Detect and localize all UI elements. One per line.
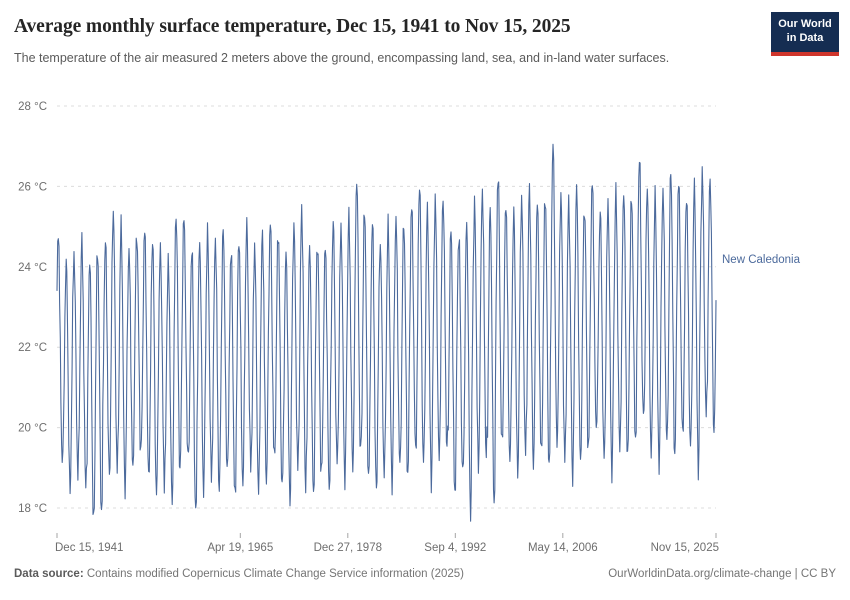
owid-logo-text: Our World in Data bbox=[778, 18, 832, 46]
x-axis-tick-label: Dec 15, 1941 bbox=[55, 542, 123, 554]
owid-logo-line1: Our World bbox=[778, 18, 832, 31]
data-source-label: Data source: bbox=[14, 568, 84, 580]
x-axis-tick-label: May 14, 2006 bbox=[528, 542, 598, 554]
chart-subtitle: The temperature of the air measured 2 me… bbox=[14, 51, 670, 65]
y-axis-tick-label: 20 °C bbox=[18, 423, 47, 435]
series-label-new-caledonia: New Caledonia bbox=[722, 254, 800, 266]
x-axis-tick-label: Dec 27, 1978 bbox=[314, 542, 382, 554]
y-axis-tick-label: 26 °C bbox=[18, 181, 47, 193]
temperature-line-series bbox=[56, 143, 717, 522]
page-title: Average monthly surface temperature, Dec… bbox=[14, 16, 571, 37]
y-axis-tick-label: 18 °C bbox=[18, 503, 47, 515]
x-axis-tick-label: Apr 19, 1965 bbox=[207, 542, 273, 554]
y-axis-tick-label: 22 °C bbox=[18, 342, 47, 354]
owid-logo[interactable]: Our World in Data bbox=[771, 12, 839, 56]
x-axis-tick-label: Nov 15, 2025 bbox=[651, 542, 719, 554]
owid-url-license[interactable]: OurWorldinData.org/climate-change | CC B… bbox=[608, 568, 836, 580]
chart-footer: Data source: Contains modified Copernicu… bbox=[14, 568, 836, 580]
x-axis-tick-label: Sep 4, 1992 bbox=[424, 542, 486, 554]
data-source-text: Contains modified Copernicus Climate Cha… bbox=[83, 568, 464, 580]
data-source-note: Data source: Contains modified Copernicu… bbox=[14, 568, 464, 580]
y-axis-tick-label: 28 °C bbox=[18, 101, 47, 113]
owid-logo-line2: in Data bbox=[786, 32, 824, 44]
y-axis-tick-label: 24 °C bbox=[18, 262, 47, 274]
